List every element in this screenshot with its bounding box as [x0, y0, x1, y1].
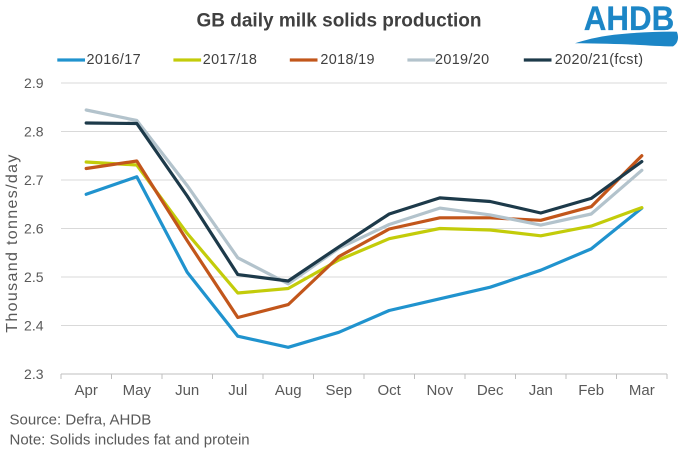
svg-text:2.7: 2.7 — [24, 172, 44, 188]
svg-text:2.3: 2.3 — [24, 366, 44, 382]
svg-text:2.6: 2.6 — [24, 221, 44, 237]
svg-text:May: May — [123, 382, 152, 399]
svg-text:Feb: Feb — [578, 382, 604, 399]
svg-text:2.5: 2.5 — [24, 269, 44, 285]
svg-text:Jan: Jan — [529, 382, 553, 399]
svg-text:2017/18: 2017/18 — [203, 52, 257, 68]
svg-text:Sep: Sep — [325, 382, 352, 399]
svg-text:Nov: Nov — [426, 382, 453, 399]
svg-text:2.8: 2.8 — [24, 124, 44, 140]
svg-text:2019/20: 2019/20 — [435, 52, 489, 68]
svg-text:2016/17: 2016/17 — [87, 52, 141, 68]
svg-text:Apr: Apr — [75, 382, 98, 399]
svg-text:Dec: Dec — [477, 382, 504, 399]
svg-text:Jun: Jun — [175, 382, 199, 399]
svg-text:2.9: 2.9 — [24, 75, 44, 91]
svg-text:Aug: Aug — [275, 382, 302, 399]
svg-text:Thousand tonnes/day: Thousand tonnes/day — [4, 153, 21, 333]
svg-text:Mar: Mar — [629, 382, 655, 399]
svg-text:2018/19: 2018/19 — [320, 52, 374, 68]
svg-text:Oct: Oct — [378, 382, 402, 399]
svg-text:Jul: Jul — [228, 382, 247, 399]
svg-text:2.4: 2.4 — [24, 318, 44, 334]
svg-text:GB daily milk solids productio: GB daily milk solids production — [196, 11, 481, 32]
svg-text:Note: Solids includes fat and: Note: Solids includes fat and protein — [10, 432, 250, 449]
svg-text:2020/21(fcst): 2020/21(fcst) — [555, 52, 644, 68]
svg-text:Source: Defra, AHDB: Source: Defra, AHDB — [10, 412, 152, 429]
